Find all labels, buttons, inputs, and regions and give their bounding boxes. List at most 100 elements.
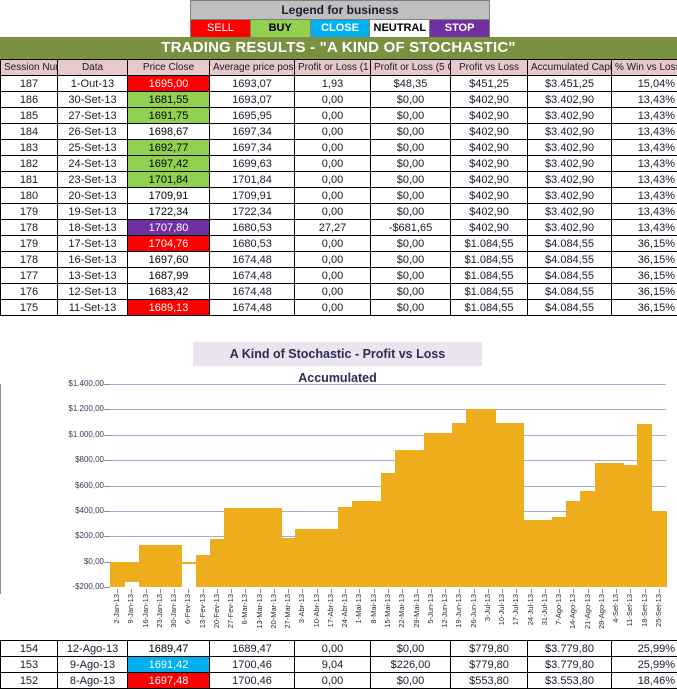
cell-session-number: 182 (1, 156, 58, 172)
cell-win-vs-loss: 13,43% (612, 124, 677, 140)
cell-session-number: 178 (1, 220, 58, 236)
chart-x-tick-label: 25-Set-13 (655, 594, 662, 627)
col-win-vs-loss: % Win vs Loss (612, 60, 677, 76)
cell-price-close: 1681,55 (128, 92, 210, 108)
cell-profit-loss-5cfd: $226,00 (371, 657, 451, 673)
chart-x-tick-label: 20-Mar-13 (270, 594, 277, 629)
cell-accumulated-capital: $3.553,80 (528, 673, 612, 689)
cell-price-close: 1689,47 (128, 641, 210, 657)
cell-accumulated-capital: $3.402,90 (528, 140, 612, 156)
cell-average-price: 1689,47 (210, 641, 295, 657)
cell-win-vs-loss: 13,43% (612, 204, 677, 220)
cell-average-price: 1674,48 (210, 252, 295, 268)
chart-area-segment (509, 423, 524, 587)
chart-x-tick-label: 6-Fev-13 (184, 594, 191, 624)
chart-x-tick-label: 8-Mai-13 (370, 594, 377, 624)
cell-accumulated-capital: $3.402,90 (528, 188, 612, 204)
chart-area-segment (609, 463, 624, 587)
cell-accumulated-capital: $3.779,80 (528, 641, 612, 657)
cell-profit-vs-loss: $779,80 (451, 657, 528, 673)
chart-gridline (110, 409, 666, 410)
chart-y-tick-label: $600,00 (26, 482, 104, 490)
chart-area-segment (153, 545, 168, 587)
chart-y-tick (104, 536, 110, 537)
chart-x-tick-label: 6-Mar-13 (241, 594, 248, 624)
cell-profit-loss-5cfd: $0,00 (371, 204, 451, 220)
chart-y-tick (104, 511, 110, 512)
cell-data: 13-Set-13 (58, 268, 128, 284)
cell-profit-loss-1cfd: 0,00 (295, 673, 371, 689)
cell-profit-vs-loss: $1.084,55 (451, 236, 528, 252)
cell-profit-loss-1cfd: 0,00 (295, 268, 371, 284)
cell-profit-vs-loss: $1.084,55 (451, 252, 528, 268)
chart-x-tick (245, 589, 246, 593)
cell-profit-vs-loss: $553,80 (451, 673, 528, 689)
chart-area-segment (110, 562, 125, 587)
cell-profit-loss-1cfd: 0,00 (295, 300, 371, 316)
chart-x-tick-label: 14-Ago-13 (569, 594, 576, 629)
chart-area-segment (538, 520, 553, 587)
chart-x-tick-label: 27-Mar-13 (284, 594, 291, 629)
cell-profit-loss-1cfd: 0,00 (295, 172, 371, 188)
cell-price-close: 1707,80 (128, 220, 210, 236)
cell-data: 25-Set-13 (58, 140, 128, 156)
cell-session-number: 153 (1, 657, 58, 673)
chart-area-segment (552, 517, 567, 587)
cell-session-number: 185 (1, 108, 58, 124)
cell-average-price: 1722,34 (210, 204, 295, 220)
chart-gridline (110, 435, 666, 436)
legend-item-sell: SELL (191, 20, 251, 37)
cell-price-close: 1704,76 (128, 236, 210, 252)
cell-average-price: 1674,48 (210, 284, 295, 300)
chart-y-tick-label: $0,00 (26, 558, 104, 566)
chart-area-segment (580, 491, 595, 587)
cell-data: 24-Set-13 (58, 156, 128, 172)
chart-area-segment (267, 508, 282, 587)
chart-x-tick (645, 589, 646, 593)
cell-average-price: 1674,48 (210, 300, 295, 316)
chart-x-tick (474, 589, 475, 593)
chart-title: A Kind of Stochastic - Profit vs Loss Ac… (193, 342, 482, 366)
cell-profit-loss-5cfd: $0,00 (371, 156, 451, 172)
cell-profit-vs-loss: $1.084,55 (451, 268, 528, 284)
cell-session-number: 180 (1, 188, 58, 204)
cell-average-price: 1680,53 (210, 236, 295, 252)
cell-session-number: 154 (1, 641, 58, 657)
chart-x-tick-label: 16-Jan-13 (142, 594, 149, 628)
chart-x-tick-label: 19-Jun-13 (455, 594, 462, 628)
chart-x-tick (174, 589, 175, 593)
chart-area-segment (652, 511, 667, 587)
chart-x-tick-label: 10-Abr-13 (313, 594, 320, 627)
chart-x-tick-label: 15-Mai-13 (384, 594, 391, 628)
cell-data: 26-Set-13 (58, 124, 128, 140)
chart-x-tick (117, 589, 118, 593)
chart-x-tick-label: 17-Abr-13 (327, 594, 334, 627)
chart-x-tick-label: 11-Set-13 (626, 594, 633, 626)
chart-area-segment (623, 465, 638, 587)
cell-data: 17-Set-13 (58, 236, 128, 252)
chart-x-tick (402, 589, 403, 593)
cell-profit-loss-1cfd: 0,00 (295, 252, 371, 268)
chart-x-tick (431, 589, 432, 593)
cell-accumulated-capital: $4.084,55 (528, 252, 612, 268)
legend-row: SELL BUY CLOSE NEUTRAL STOP LOSS (190, 19, 490, 38)
cell-profit-loss-5cfd: $0,00 (371, 673, 451, 689)
chart-y-axis-line (0, 384, 1, 594)
cell-profit-vs-loss: $402,90 (451, 220, 528, 236)
chart-y-tick-label: $400,00 (26, 507, 104, 515)
cell-profit-vs-loss: $1.084,55 (451, 300, 528, 316)
chart-y-tick-label: -$200,00 (26, 583, 104, 591)
chart-area-segment (367, 501, 382, 587)
cell-profit-vs-loss: $402,90 (451, 124, 528, 140)
cell-profit-loss-5cfd: -$681,65 (371, 220, 451, 236)
chart-area-segment (466, 409, 481, 587)
cell-win-vs-loss: 13,43% (612, 92, 677, 108)
cell-accumulated-capital: $3.402,90 (528, 204, 612, 220)
cell-win-vs-loss: 36,15% (612, 300, 677, 316)
cell-accumulated-capital: $3.402,90 (528, 92, 612, 108)
